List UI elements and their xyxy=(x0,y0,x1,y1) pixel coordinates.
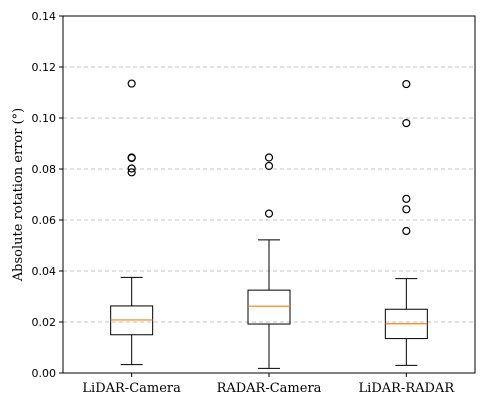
x-tick-label: LiDAR-RADAR xyxy=(359,381,456,396)
y-tick-label: 0.08 xyxy=(32,163,57,176)
y-tick-label: 0.04 xyxy=(32,265,57,278)
y-tick-label: 0.10 xyxy=(32,112,57,125)
outlier-point xyxy=(402,79,411,89)
outlier-point xyxy=(264,209,274,218)
outlier-point xyxy=(264,161,274,171)
y-tick-label: 0.12 xyxy=(32,61,57,74)
outlier-point xyxy=(402,226,411,236)
outlier-point xyxy=(402,205,411,214)
x-axis-ticks: LiDAR-Camera RADAR-Camera LiDAR-RADAR xyxy=(82,373,455,396)
outlier-point xyxy=(127,153,136,163)
outlier-point xyxy=(402,118,411,128)
outlier-point xyxy=(127,164,136,173)
outlier-point xyxy=(264,153,274,162)
box-lidar-camera xyxy=(110,79,154,366)
box-plot-series xyxy=(110,79,428,369)
x-tick-label: RADAR-Camera xyxy=(217,381,322,396)
y-tick-label: 0.06 xyxy=(32,214,57,227)
y-axis-label: Absolute rotation error (°) xyxy=(11,108,26,282)
iqr-box xyxy=(247,289,291,325)
y-tick-label: 0.14 xyxy=(32,10,57,23)
y-tick-label: 0.00 xyxy=(32,367,57,380)
outlier-point xyxy=(127,79,136,88)
box-lidar-radar xyxy=(384,79,428,366)
box-radar-camera xyxy=(247,153,291,369)
x-tick-label: LiDAR-Camera xyxy=(82,381,181,396)
y-tick-label: 0.02 xyxy=(32,316,57,329)
y-axis-ticks: 0.00 0.02 0.04 0.06 0.08 0.10 0.12 0.14 xyxy=(32,10,63,380)
outlier-point xyxy=(402,194,411,203)
outlier-point xyxy=(127,168,136,177)
